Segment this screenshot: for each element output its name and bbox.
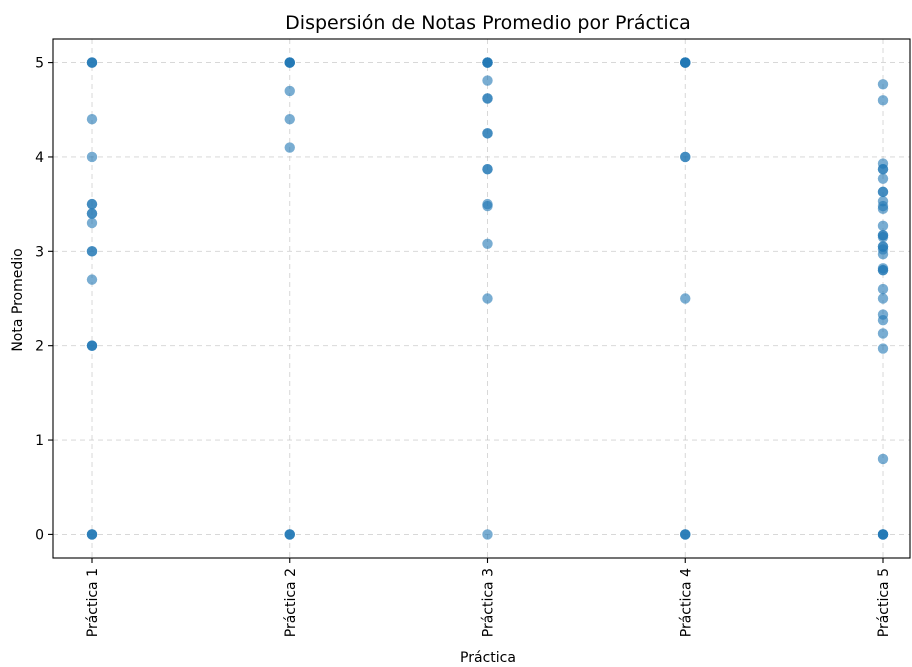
data-point	[877, 173, 889, 184]
data-point	[482, 238, 493, 249]
data-point	[877, 248, 889, 260]
data-point	[86, 151, 98, 163]
x-tick-label: Práctica 4	[678, 568, 694, 637]
y-tick-label: 4	[35, 150, 44, 166]
data-point	[680, 57, 691, 68]
data-point	[86, 529, 98, 540]
data-point	[680, 293, 691, 304]
data-point	[86, 208, 98, 219]
y-tick-label: 1	[35, 433, 44, 449]
y-tick-label: 5	[35, 56, 44, 72]
data-point	[877, 529, 889, 540]
data-point	[86, 198, 98, 210]
data-point	[482, 128, 493, 139]
data-point	[877, 453, 889, 465]
data-point	[86, 246, 98, 257]
data-point	[482, 200, 493, 212]
y-tick-label: 2	[35, 339, 44, 355]
data-point	[877, 328, 889, 339]
data-point	[877, 283, 889, 295]
data-point	[86, 340, 98, 351]
x-tick-label: Práctica 3	[481, 568, 497, 637]
data-point	[877, 164, 889, 175]
x-tick-label: Práctica 1	[85, 568, 101, 637]
data-point	[877, 315, 889, 326]
data-point	[482, 293, 493, 304]
data-point	[86, 114, 98, 125]
data-point	[877, 343, 889, 354]
data-point	[482, 57, 493, 68]
data-point	[284, 529, 295, 540]
grid-lines	[53, 39, 910, 558]
data-point	[482, 529, 493, 540]
data-points	[86, 57, 889, 540]
data-point	[284, 114, 295, 125]
data-point	[86, 217, 98, 229]
data-point	[482, 93, 493, 104]
data-point	[482, 75, 493, 86]
data-point	[86, 57, 98, 68]
data-point	[680, 529, 691, 540]
data-point	[877, 231, 889, 243]
y-tick-label: 3	[35, 244, 44, 260]
data-point	[877, 293, 889, 304]
data-point	[284, 142, 295, 153]
data-point	[284, 85, 295, 97]
data-point	[877, 79, 889, 90]
data-point	[877, 203, 889, 215]
x-tick-label: Práctica 5	[876, 568, 892, 637]
data-point	[877, 95, 889, 106]
data-point	[680, 151, 691, 163]
data-point	[877, 186, 889, 198]
x-axis-label: Práctica	[460, 650, 516, 666]
data-point	[877, 264, 889, 276]
data-point	[284, 57, 295, 68]
data-point	[482, 164, 493, 175]
data-point	[86, 274, 98, 285]
plot-frame	[52, 38, 911, 559]
axis-ticks: 0 1 2 3 4 5 Práctica 1 Práctica 2 Práctica 3 Prác…	[35, 56, 892, 638]
y-tick-label: 0	[35, 527, 44, 543]
y-axis-label: Nota Promedio	[10, 248, 26, 351]
x-tick-label: Práctica 2	[283, 568, 299, 637]
data-point	[877, 220, 889, 232]
chart-title: Dispersión de Notas Promedio por Práctic…	[285, 12, 691, 34]
